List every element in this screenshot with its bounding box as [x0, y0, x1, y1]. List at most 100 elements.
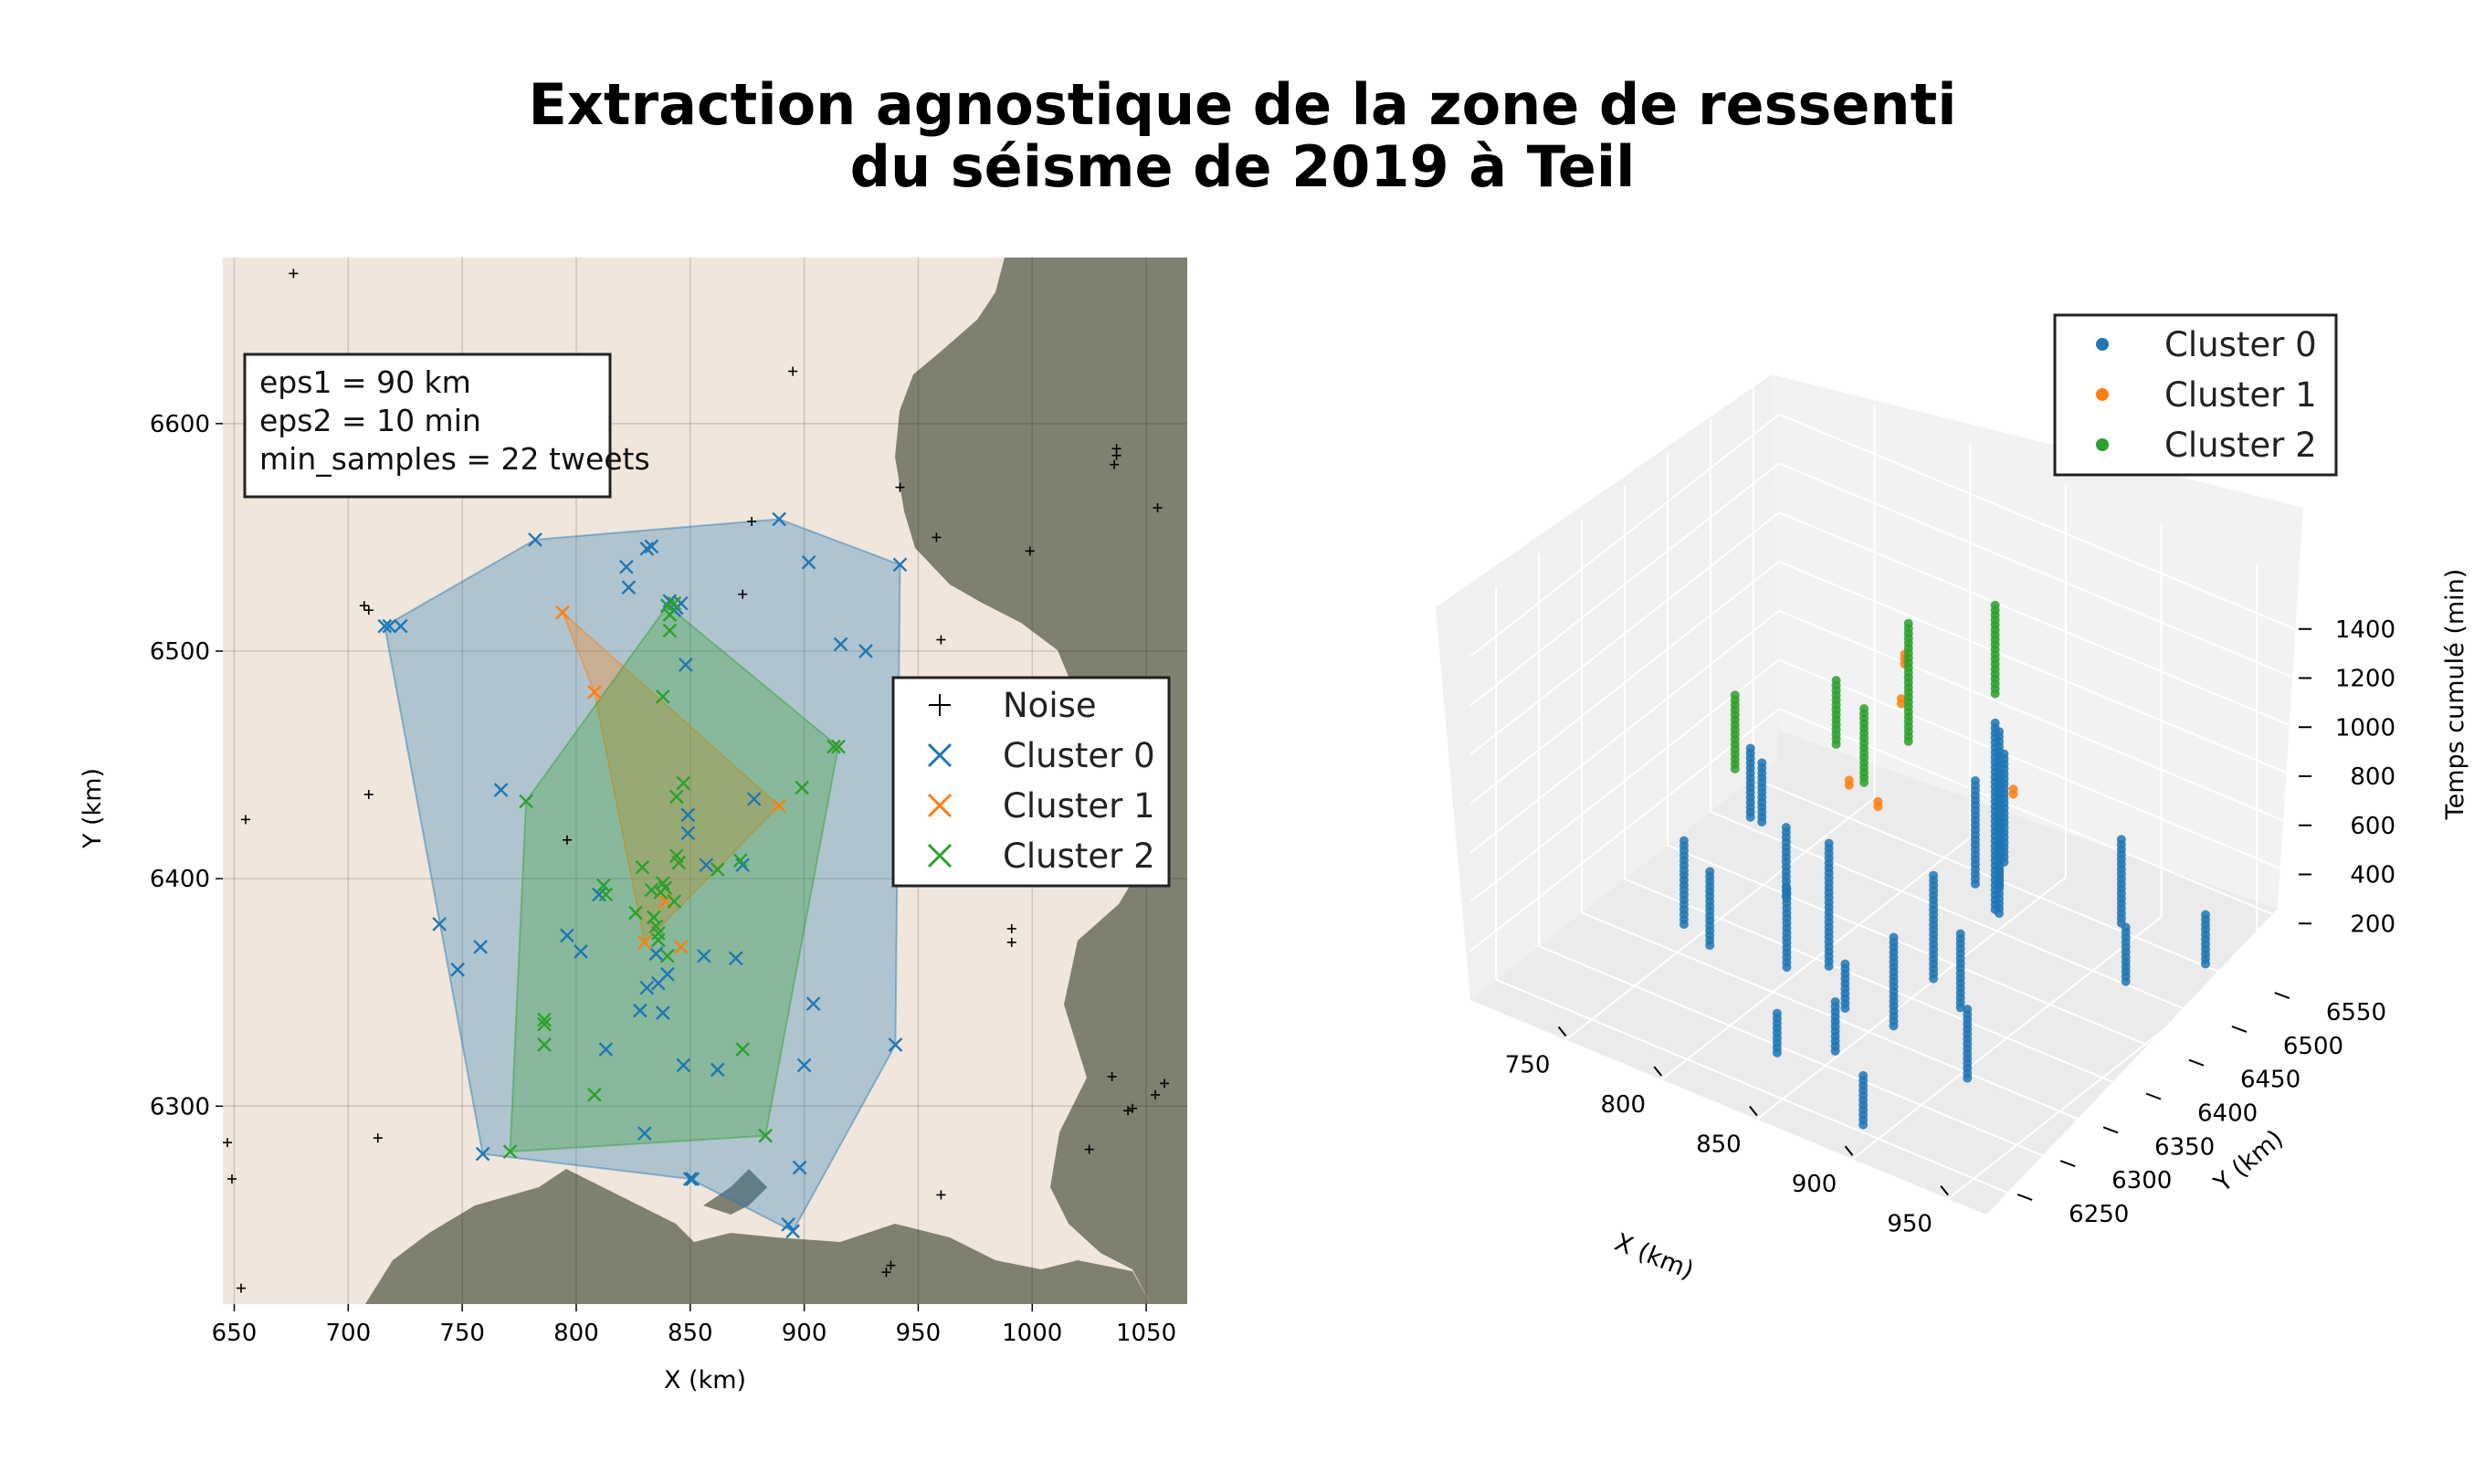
- point-cluster2: [659, 948, 675, 963]
- point-cluster2: [587, 1087, 602, 1102]
- point3d-cluster0: [1705, 867, 1715, 877]
- point-noise: [1110, 459, 1120, 469]
- sea-lagoon: [703, 1169, 767, 1215]
- grid3d-line: [1667, 844, 2185, 1061]
- point-cluster0: [648, 946, 664, 962]
- point-cluster0: [682, 1172, 698, 1186]
- point-cluster0: [493, 783, 509, 797]
- y3d-tick-label: 6450: [2240, 1067, 2301, 1094]
- grid3d-line: [1778, 658, 2296, 876]
- point3d-cluster1: [1896, 694, 1906, 704]
- points-3d: [1679, 600, 2210, 1130]
- x3d-tick-label: 950: [1887, 1211, 1932, 1238]
- grid3d-line: [1778, 413, 2296, 630]
- point-noise: [881, 1268, 891, 1278]
- grid3d-line: [1469, 658, 1780, 903]
- point-noise: [289, 268, 299, 279]
- point-noise: [936, 635, 946, 645]
- point-cluster2: [650, 926, 666, 941]
- z3d-tick-label: 1200: [2335, 666, 2395, 693]
- z3d-tick-label: 400: [2350, 862, 2395, 889]
- point-cluster0: [574, 943, 588, 959]
- x3d-tick-label: 750: [1505, 1052, 1551, 1079]
- legend-label-cluster2: Cluster 2: [1003, 837, 1155, 876]
- legend3d-label-cluster2: Cluster 2: [2164, 426, 2317, 465]
- point-cluster0: [382, 618, 397, 634]
- point3d-cluster0: [1772, 1008, 1782, 1018]
- point3d-cluster2: [1730, 690, 1740, 700]
- point3d-cluster2: [1903, 618, 1913, 628]
- legend3d-label-cluster1: Cluster 1: [2164, 375, 2317, 415]
- x-tick-label: 750: [439, 1320, 485, 1347]
- x3d-axis-label: X (km): [1611, 1228, 1698, 1285]
- point3d-cluster0: [1990, 718, 2000, 728]
- point-cluster2: [596, 878, 611, 893]
- point-cluster0: [598, 1042, 614, 1057]
- point3d-cluster2: [1859, 704, 1869, 714]
- point-cluster2: [710, 862, 725, 878]
- point-cluster2: [635, 859, 650, 875]
- point-noise: [1123, 1106, 1133, 1116]
- legend-label-cluster1: Cluster 1: [1003, 786, 1155, 826]
- legend-3d: Cluster 0 Cluster 1 Cluster 2: [2053, 313, 2338, 477]
- point-noise: [363, 605, 374, 616]
- point-cluster2: [655, 689, 670, 704]
- x3d-tick-label: 850: [1696, 1131, 1742, 1159]
- x-tick-label: 650: [212, 1320, 258, 1347]
- point-noise: [240, 815, 250, 825]
- grid3d-line: [1778, 609, 2296, 826]
- x-tick-label: 850: [668, 1320, 713, 1347]
- point-cluster0: [432, 917, 448, 931]
- point-cluster2: [662, 607, 678, 622]
- grid3d-line: [1581, 911, 2099, 1129]
- point3d-cluster0: [1781, 823, 1791, 833]
- point-noise: [363, 789, 374, 799]
- point-cluster0: [892, 557, 908, 573]
- point-cluster0: [772, 511, 786, 527]
- legend-label-noise: Noise: [1003, 686, 1097, 725]
- point-noise: [236, 1283, 246, 1293]
- point-cluster0: [696, 948, 711, 963]
- point-cluster1: [673, 940, 689, 954]
- point-cluster1: [637, 935, 652, 950]
- point-cluster0: [619, 559, 634, 574]
- point-cluster0: [560, 928, 574, 943]
- y3d-tick-label: 6550: [2326, 999, 2386, 1026]
- legend-marker-cluster2: [927, 843, 953, 868]
- y3d-axis-label: Y (km): [2208, 1124, 2289, 1198]
- point-cluster0: [746, 792, 762, 806]
- point-cluster2: [655, 876, 670, 890]
- point-cluster0: [785, 1224, 800, 1239]
- scatter3d-chart: 750 800 850 900 950 6250 6300 6350 6400 6450 6500 6…: [1436, 313, 2469, 1285]
- point3d-cluster0: [1840, 959, 1850, 969]
- point-cluster0: [699, 858, 714, 873]
- point-cluster2: [676, 775, 691, 791]
- point3d-cluster0: [1955, 929, 1965, 939]
- point-cluster0: [473, 940, 488, 954]
- legend3d-label-cluster0: Cluster 0: [2164, 325, 2317, 364]
- grid3d-line: [1469, 511, 1780, 756]
- x-tick-label: 1000: [1002, 1320, 1062, 1347]
- x-tick-label: 900: [782, 1320, 827, 1347]
- point-noise: [1151, 1089, 1161, 1100]
- point-cluster2: [732, 853, 748, 868]
- sea-area-east: [895, 258, 1187, 1304]
- y3d-tick-label: 6500: [2283, 1033, 2343, 1060]
- point-cluster0: [393, 618, 408, 634]
- point-noise: [1153, 503, 1163, 513]
- y3d-tick-label: 6300: [2111, 1167, 2172, 1195]
- legend3d-marker-cluster1: [2096, 388, 2109, 401]
- point-cluster2: [795, 780, 809, 795]
- point-cluster0: [592, 887, 606, 902]
- point-cluster0: [377, 618, 393, 634]
- y-tick-label: 6400: [150, 866, 210, 893]
- grid3d-line: [1469, 708, 1780, 952]
- map-axes: 650 700 750 800 850 900 950 1000 1050 6300 6400 650…: [79, 411, 1176, 1395]
- point3d-cluster0: [1679, 836, 1689, 846]
- point-cluster2: [667, 595, 682, 611]
- point-cluster2: [658, 880, 673, 895]
- z3d-tick-label: 1400: [2335, 616, 2395, 644]
- point-cluster0: [728, 951, 743, 966]
